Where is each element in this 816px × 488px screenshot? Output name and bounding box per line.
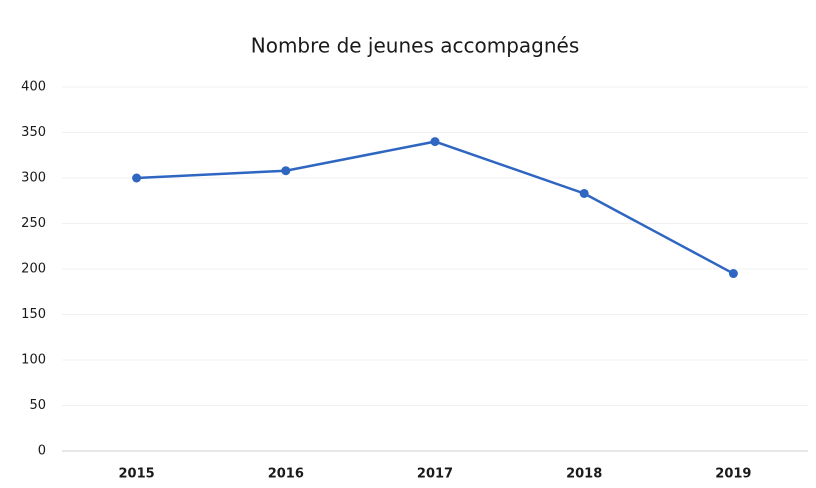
y-tick-label: 0 — [38, 444, 46, 459]
chart-title: Nombre de jeunes accompagnés — [251, 34, 580, 58]
marker — [579, 188, 589, 198]
y-tick-label: 200 — [21, 262, 46, 277]
x-tick-label: 2019 — [715, 467, 751, 482]
x-tick-label: 2018 — [566, 467, 602, 482]
y-tick-label: 300 — [21, 171, 46, 186]
x-tick-label: 2016 — [268, 467, 304, 482]
y-tick-label: 150 — [21, 307, 46, 322]
marker — [281, 166, 291, 176]
y-tick-label: 400 — [21, 80, 46, 95]
y-tick-label: 50 — [29, 398, 46, 413]
y-tick-label: 250 — [21, 216, 46, 231]
y-tick-label: 350 — [21, 125, 46, 140]
x-tick-label: 2015 — [119, 467, 155, 482]
y-tick-label: 100 — [21, 353, 46, 368]
x-tick-label: 2017 — [417, 467, 453, 482]
marker — [728, 269, 738, 279]
marker — [132, 173, 142, 183]
marker — [430, 137, 440, 147]
